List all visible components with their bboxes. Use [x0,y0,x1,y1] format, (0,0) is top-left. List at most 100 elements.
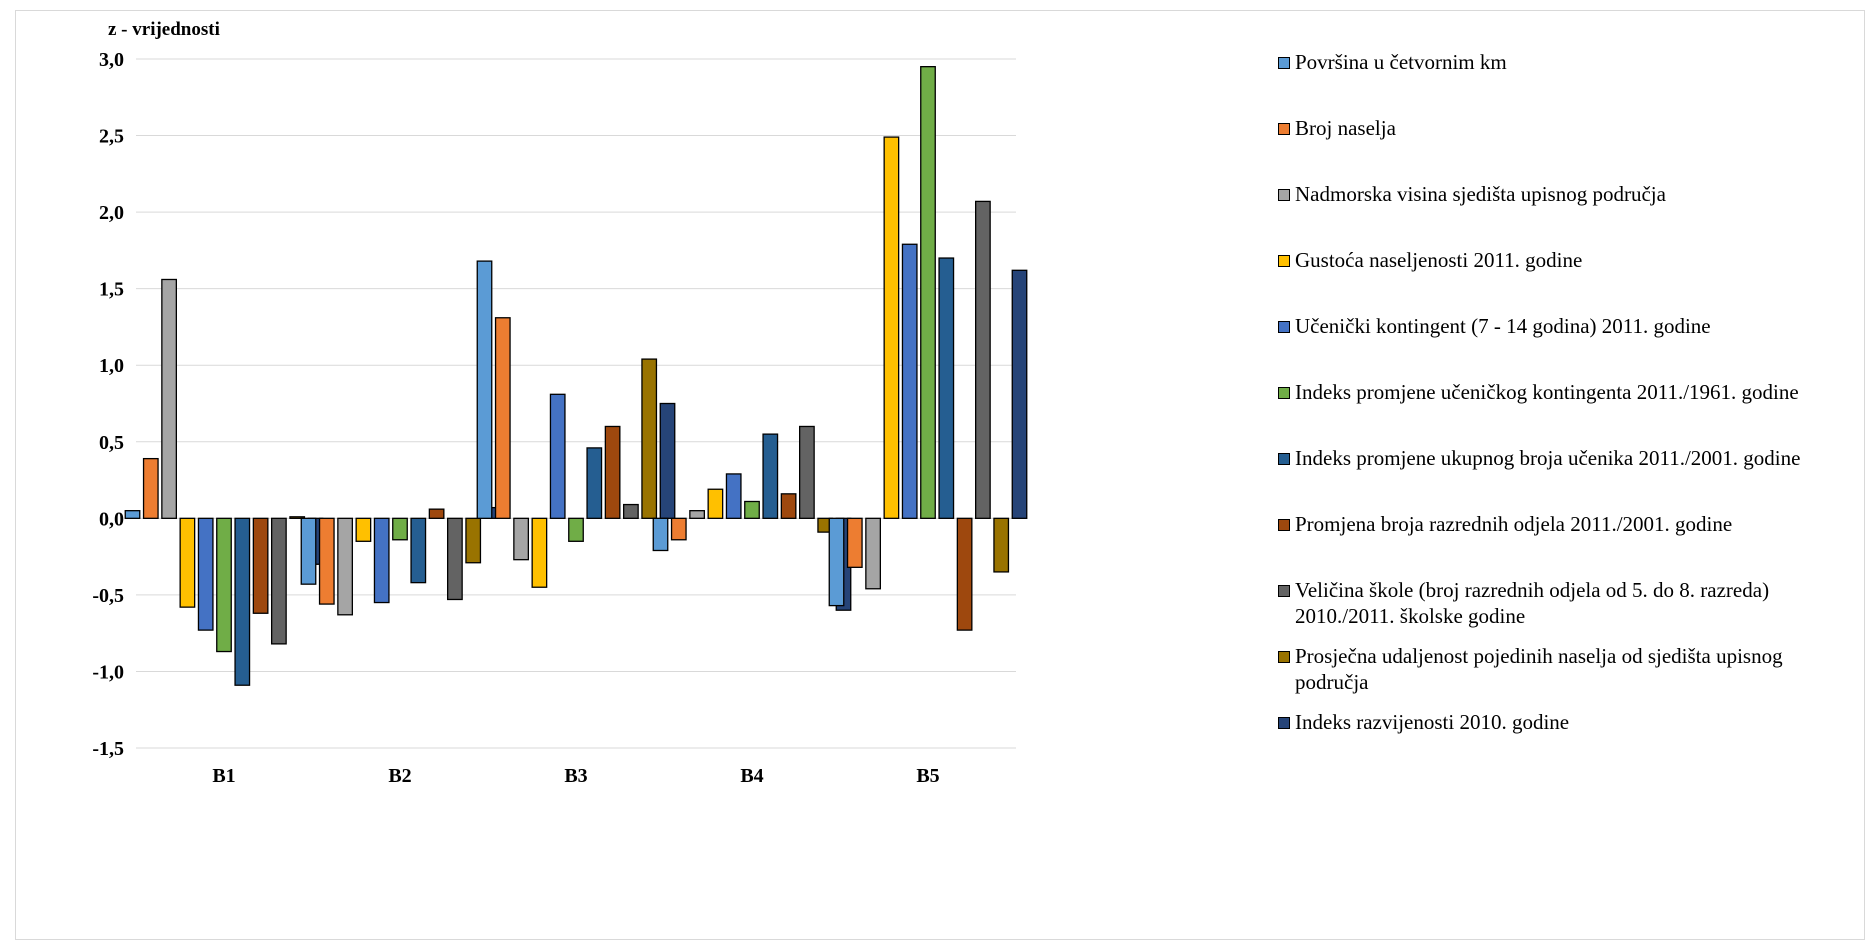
legend-label: Promjena broja razrednih odjela 2011./20… [1295,512,1733,536]
bar-b5-series-4 [883,136,900,519]
x-tick-label-b3: B3 [564,765,587,787]
bar-b5-series-1 [828,517,845,607]
legend-label: Učenički kontingent (7 - 14 godina) 2011… [1295,314,1711,338]
legend-swatch [1278,123,1290,135]
legend-swatch [1278,519,1290,531]
bar-b2-series-1 [300,517,317,585]
legend-label: Veličina škole (broj razrednih odjela od… [1295,578,1770,628]
bar-b5-series-3 [865,517,881,590]
legend-swatch [1278,57,1290,69]
bar-b4-series-4 [707,488,724,519]
bar-b5-series-9 [975,200,991,519]
legend-label: Gustoća naseljenosti 2011. godine [1295,248,1583,272]
bar-b1-series-6 [216,517,232,653]
legend-item-6: Indeks promjene učeničkog kontingenta 20… [1278,379,1799,405]
y-tick-label: 1,0 [99,355,124,377]
bar-b2-series-5 [373,517,390,604]
bar-b5-series-10 [993,517,1010,573]
legend-item-9: Veličina škole (broj razrednih odjela od… [1278,577,1769,629]
legend-label: Indeks promjene učeničkog kontingenta 20… [1295,380,1799,404]
bar-b3-series-6 [568,517,584,542]
y-tick-label: -1,0 [92,661,124,683]
legend-swatch [1278,189,1290,201]
legend-swatch [1278,321,1290,333]
bar-b4-series-6 [744,500,760,519]
legend-item-10: Prosječna udaljenost pojedinih naselja o… [1278,643,1783,695]
legend-swatch [1278,585,1290,597]
bar-b4-series-5 [725,473,742,519]
bar-b1-series-1 [124,510,141,519]
y-tick-label: -1,5 [92,738,124,760]
bar-b1-series-5 [197,517,214,631]
bar-b4-series-2 [670,517,687,541]
bar-b2-series-3 [337,517,354,616]
legend-label: Površina u četvornim km [1295,50,1507,74]
bar-b2-series-8 [428,508,445,519]
legend-label: Indeks razvijenosti 2010. godine [1295,710,1570,734]
bar-b3-series-9 [623,503,639,519]
y-tick-label: 0,5 [99,432,124,454]
legend-item-1: Površina u četvornim km [1278,49,1507,75]
bar-b1-series-3 [161,278,178,519]
bar-b4-series-8 [780,493,797,519]
legend-swatch [1278,651,1290,663]
bar-b2-series-6 [392,517,408,541]
bar-b3-series-1 [476,260,493,519]
bar-b4-series-1 [652,517,669,552]
bar-b3-series-4 [531,517,548,588]
y-tick-label: -0,5 [92,585,124,607]
bar-b3-series-3 [513,517,530,561]
bar-b5-series-6 [920,66,936,519]
bar-b1-series-4 [179,517,196,608]
bar-b4-series-3 [689,510,705,519]
y-axis-ticks: -1,5 -1,0 -0,5 0,0 0,5 1,0 1,5 2,0 2,5 3,0 [92,49,124,760]
legend-label: Nadmorska visina sjedišta upisnog područ… [1295,182,1666,206]
y-tick-label: 2,0 [99,202,124,224]
bar-b1-series-8 [252,517,269,614]
bar-b3-series-11 [659,402,676,519]
legend-label: Prosječna udaljenost pojedinih naselja o… [1295,644,1783,694]
bar-b1-series-10 [289,516,306,519]
bar-b1-series-7 [234,517,251,686]
bar-b5-series-5 [901,243,918,519]
legend-label: Indeks promjene ukupnog broja učenika 20… [1295,446,1801,470]
legend-item-4: Gustoća naseljenosti 2011. godine [1278,247,1582,273]
legend-swatch [1278,717,1290,729]
bar-b5-series-7 [938,257,955,519]
chart-frame: -1,5 -1,0 -0,5 0,0 0,5 1,0 1,5 2,0 2,5 3,0 B1 B2 B3… [15,10,1865,940]
bar-b2-series-2 [318,517,335,605]
y-tick-label: 1,5 [99,279,124,301]
y-tick-label: 2,5 [99,126,124,148]
bar-b3-series-10 [641,358,658,519]
legend-item-5: Učenički kontingent (7 - 14 godina) 2011… [1278,313,1711,339]
bar-b2-series-10 [465,517,482,564]
chart-plot: -1,5 -1,0 -0,5 0,0 0,5 1,0 1,5 2,0 2,5 3,0 B1 B2 B3… [92,19,1028,787]
bar-b4-series-7 [762,433,779,519]
legend-swatch [1278,453,1290,465]
bar-b4-series-9 [799,425,815,519]
legend-swatch [1278,255,1290,267]
x-axis-labels: B1 B2 B3 B4 B5 [212,765,939,787]
x-tick-label-b4: B4 [740,765,763,787]
bar-b5-series-8 [956,517,973,631]
bar-b2-series-4 [355,517,372,542]
x-tick-label-b2: B2 [388,765,411,787]
y-tick-label: 0,0 [99,508,124,530]
x-tick-label-b1: B1 [212,765,235,787]
legend-item-3: Nadmorska visina sjedišta upisnog područ… [1278,181,1666,207]
legend-item-7: Indeks promjene ukupnog broja učenika 20… [1278,445,1800,471]
bar-b3-series-5 [549,393,566,519]
bar-b1-series-2 [142,457,159,519]
bar-b5-series-2 [846,517,863,568]
x-tick-label-b5: B5 [916,765,939,787]
legend-item-8: Promjena broja razrednih odjela 2011./20… [1278,511,1732,537]
bar-b3-series-2 [494,317,511,519]
bar-b2-series-7 [410,517,427,584]
y-axis-label: z - vrijednosti [108,19,220,40]
legend-item-2: Broj naselja [1278,115,1396,141]
bar-b3-series-8 [604,425,621,519]
legend-swatch [1278,387,1290,399]
bars [124,66,1028,686]
bar-b3-series-7 [586,447,603,519]
bar-b2-series-9 [446,517,463,601]
